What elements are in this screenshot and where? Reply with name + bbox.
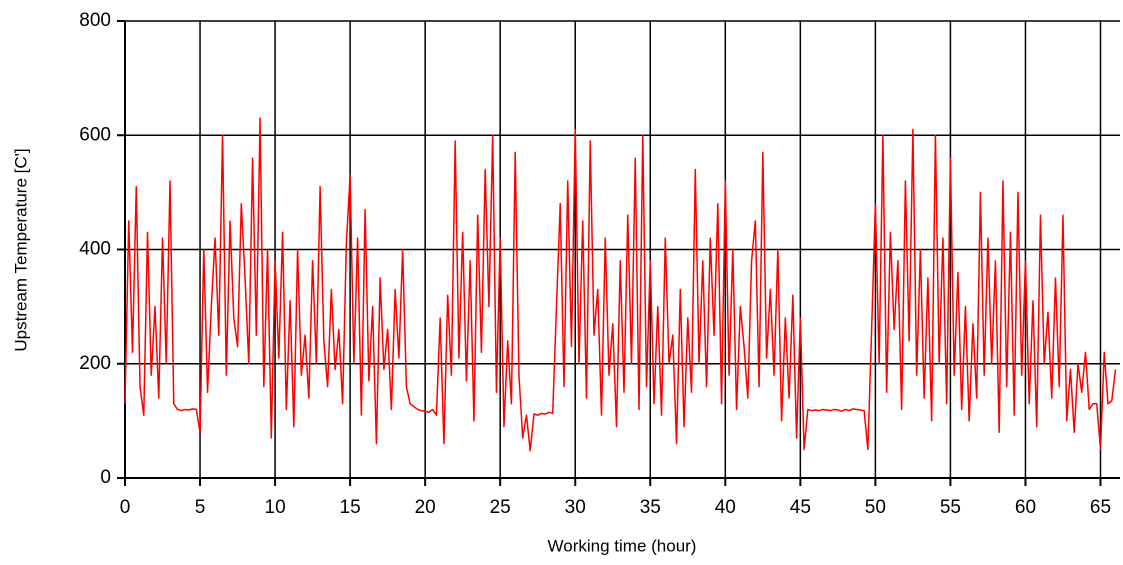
x-tick-label: 45: [790, 497, 811, 518]
x-tick-label: 50: [865, 497, 886, 518]
x-tick-label: 55: [940, 497, 961, 518]
y-tick-label: 600: [79, 124, 111, 145]
x-tick-label: 35: [640, 497, 661, 518]
y-axis-label: Upstream Temperature [C']: [11, 148, 30, 351]
data-line: [124, 117, 1117, 452]
y-tick-label: 800: [79, 10, 111, 31]
y-tick-label: 0: [100, 467, 111, 488]
x-tick-label: 20: [415, 497, 436, 518]
x-tick-label: 25: [490, 497, 511, 518]
x-axis-label: Working time (hour): [548, 536, 697, 555]
x-tick-label: 65: [1090, 497, 1111, 518]
x-tick-label: 10: [265, 497, 286, 518]
y-tick-label: 200: [79, 353, 111, 374]
x-tick-label: 15: [340, 497, 361, 518]
x-tick-label: 30: [565, 497, 586, 518]
x-tick-label: 0: [120, 497, 131, 518]
x-tick-label: 40: [715, 497, 736, 518]
y-tick-label: 400: [79, 239, 111, 260]
x-tick-label: 60: [1015, 497, 1036, 518]
x-tick-label: 5: [195, 497, 206, 518]
